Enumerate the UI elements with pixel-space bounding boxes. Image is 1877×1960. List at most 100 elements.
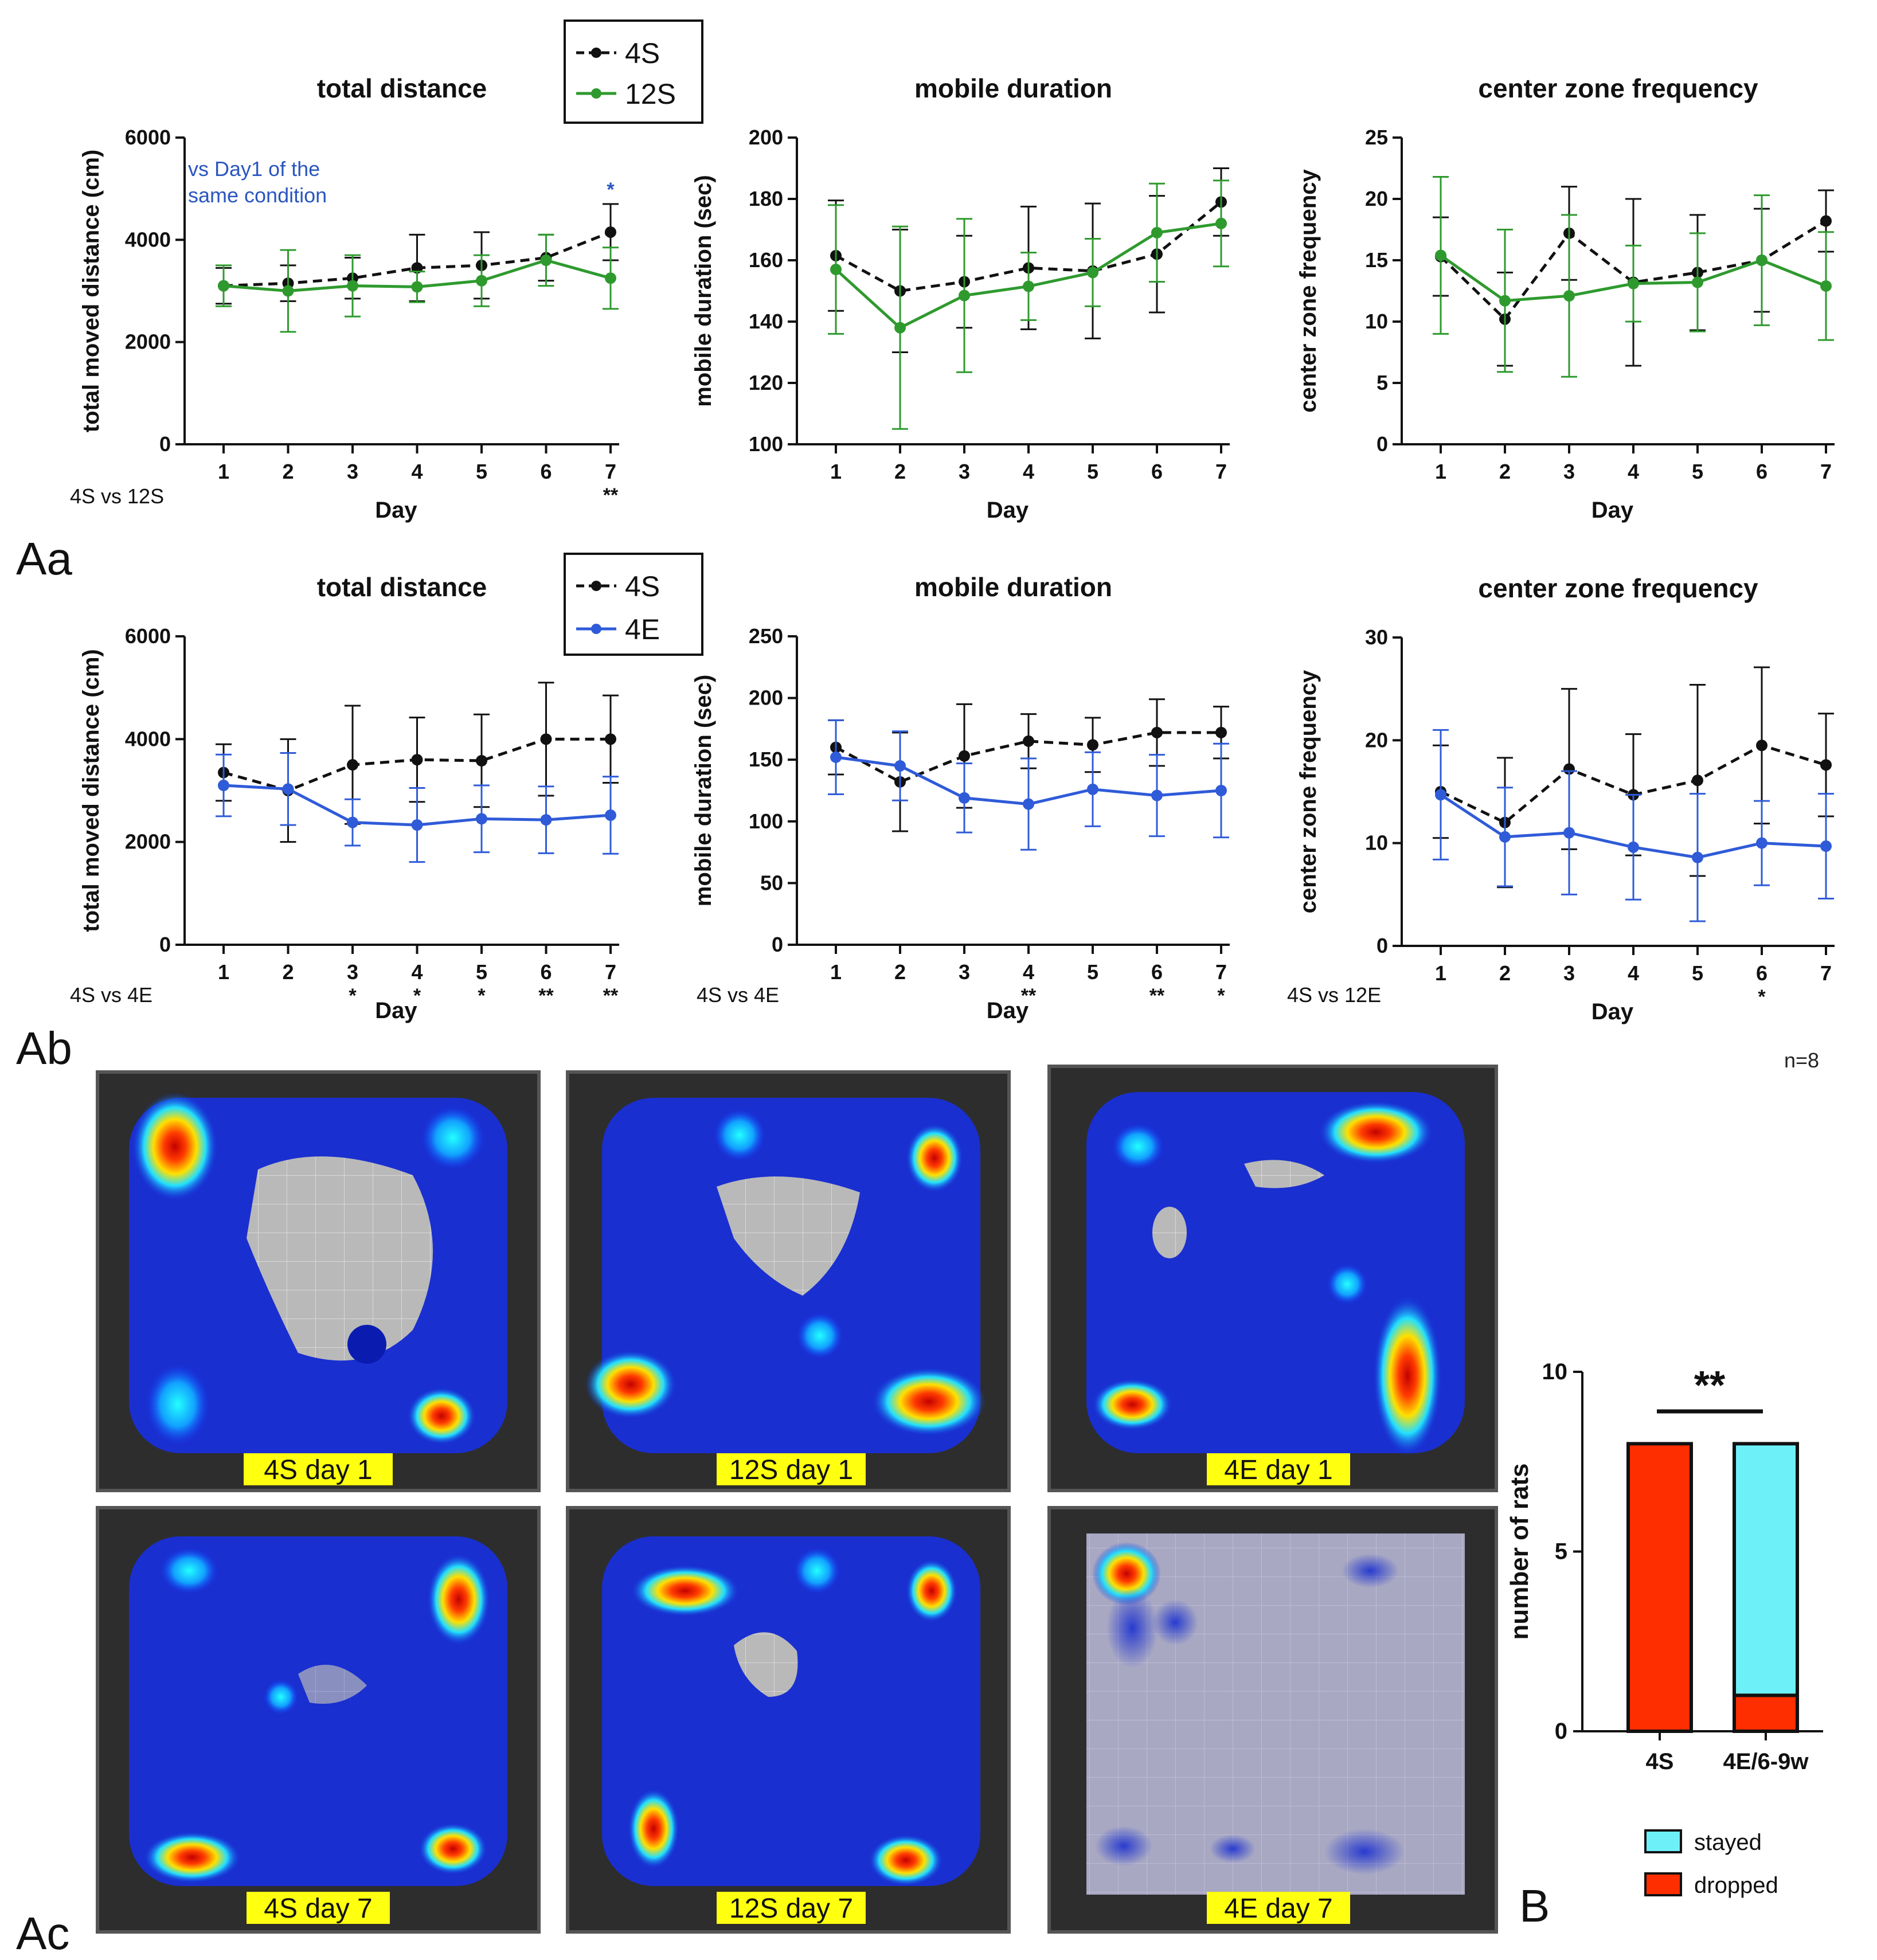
- heatmap-4s-day1: 4S day 1: [96, 1070, 541, 1492]
- ab-2-4s-point-3: [1023, 735, 1034, 747]
- aa-1-12s-point-3: [411, 281, 423, 293]
- aa-1-xtick-label-0: 1: [218, 460, 229, 483]
- ab-1-xtick-label-4: 5: [476, 960, 487, 984]
- b-category-label-0: 4S: [1646, 1749, 1674, 1774]
- legend-ab-label-1: 4E: [625, 613, 660, 645]
- ab-2-ylabel: mobile duration (sec): [691, 675, 716, 907]
- chart-ab-center-zone-frequency: center zone frequency 0 10 20 30 1 2 3 4 5 6 7 Day ce…: [1296, 573, 1835, 1024]
- legend-b-label-stayed: stayed: [1694, 1830, 1762, 1855]
- legend-b-label-dropped: dropped: [1694, 1873, 1778, 1898]
- legend-aa-item-1: 12S: [576, 78, 676, 110]
- chart-aa-center-zone-frequency: center zone frequency 0 5 10 15 20 25 1 2 3 4 5 6 7 Da…: [1296, 73, 1835, 523]
- ab-2-4s-point-2: [959, 750, 970, 762]
- b-ytick-label-2: 10: [1542, 1359, 1568, 1384]
- b-category-label-1: 4E/6-9w: [1723, 1749, 1809, 1774]
- ab-3-significance-5: *: [1758, 986, 1766, 1008]
- aa-2-ylabel: mobile duration (sec): [691, 175, 716, 407]
- legend-aa-label-1: 12S: [625, 78, 676, 110]
- aa-3-xtick-label-1: 2: [1499, 460, 1511, 483]
- ab-3-4s-point-4: [1692, 774, 1703, 787]
- ab-1-4s-point-6: [605, 733, 616, 745]
- aa-2-ytick-label-5: 200: [749, 126, 783, 149]
- ab-1-significance-4: *: [478, 985, 486, 1007]
- ab-2-4e-point-3: [1023, 798, 1034, 810]
- ab-1-xtick-label-5: 6: [540, 960, 552, 984]
- ab-3-ytick-label-3: 30: [1365, 625, 1388, 649]
- aa-1-xtick-label-6: 7: [605, 460, 616, 483]
- annotation-line-1: vs Day1 of the: [188, 157, 320, 181]
- ab-3-4e-point-6: [1820, 840, 1832, 852]
- heatmap-caption-3: 4S day 7: [264, 1894, 372, 1924]
- aa-3-xtick-label-4: 5: [1692, 460, 1703, 483]
- aa-2-ytick-label-1: 120: [749, 371, 783, 394]
- ab-2-ytick-label-1: 50: [760, 871, 783, 894]
- aa-1-xtick-label-4: 5: [476, 460, 487, 483]
- ab-1-significance-5: **: [538, 985, 554, 1007]
- ab-1-4e-point-5: [540, 814, 552, 826]
- aa-2-ytick-label-2: 140: [749, 310, 783, 333]
- aa-1-12s-point-4: [476, 275, 487, 287]
- heatmap-caption-1: 12S day 1: [729, 1455, 853, 1485]
- panel-label-aa: Aa: [16, 533, 72, 584]
- compare-label-ab-3: 4S vs 12E: [1287, 983, 1381, 1007]
- aa-3-ytick-label-2: 10: [1365, 310, 1388, 333]
- aa-2-title: mobile duration: [914, 73, 1112, 103]
- b-ytick-label-1: 5: [1555, 1539, 1567, 1564]
- legend-b-item-stayed: stayed: [1644, 1829, 1762, 1855]
- aa-2-12s-point-1: [894, 322, 906, 334]
- aa-3-ytick-label-4: 20: [1365, 187, 1388, 210]
- heatmap-caption-4: 12S day 7: [729, 1894, 853, 1924]
- ab-2-4e-point-6: [1215, 785, 1227, 796]
- aa-1-ytick-label-2: 4000: [125, 228, 171, 251]
- ab-1-ytick-label-3: 6000: [125, 624, 171, 648]
- aa-3-12s-point-6: [1820, 280, 1832, 292]
- ab-2-significance-3: **: [1021, 985, 1037, 1007]
- heatmap-4s-day7: 4S day 7: [96, 1506, 541, 1934]
- aa-1-xlabel: Day: [375, 498, 417, 523]
- ab-3-ytick-label-2: 20: [1365, 728, 1388, 752]
- aa-3-ytick-label-1: 5: [1377, 371, 1388, 394]
- aa-3-xtick-label-5: 6: [1756, 460, 1767, 483]
- aa-2-12s-point-5: [1151, 226, 1163, 238]
- ab-2-4s-point-5: [1151, 726, 1163, 738]
- legend-ab-item-0: 4S: [576, 570, 660, 603]
- legend-ab-label-0: 4S: [625, 570, 660, 603]
- ab-3-4e-point-3: [1628, 841, 1639, 853]
- ab-3-4e-point-0: [1435, 789, 1446, 801]
- chart-b-number-of-rats: 0 5 10 number of rats 4S 4E/6-9w **: [1505, 1359, 1823, 1774]
- ab-1-xlabel: Day: [375, 998, 417, 1023]
- b-bar-dropped-1: [1733, 1693, 1799, 1734]
- aa-1-12s-point-2: [347, 280, 358, 292]
- ab-2-xtick-label-2: 3: [959, 960, 970, 984]
- aa-1-ytick-label-1: 2000: [125, 330, 171, 354]
- ab-3-4s-point-6: [1820, 759, 1832, 771]
- ab-1-significance-2: *: [349, 985, 357, 1007]
- aa-3-ylabel: center zone frequency: [1296, 169, 1321, 412]
- ab-2-ytick-label-5: 250: [749, 624, 783, 648]
- ab-1-title: total distance: [317, 572, 487, 602]
- ab-2-xtick-label-3: 4: [1023, 960, 1034, 984]
- aa-2-xtick-label-4: 5: [1087, 460, 1098, 483]
- heatmap-caption-2: 4E day 1: [1224, 1455, 1332, 1485]
- aa-1-12s-point-1: [282, 285, 294, 297]
- aa-2-ytick-label-0: 100: [749, 432, 783, 456]
- aa-1-xtick-label-3: 4: [411, 460, 423, 483]
- ab-1-4e-point-6: [605, 809, 616, 821]
- aa-3-ytick-label-5: 25: [1365, 126, 1388, 149]
- ab-2-4e-point-4: [1087, 783, 1098, 795]
- ab-1-4s-point-5: [540, 733, 552, 745]
- b-significance-label: **: [1694, 1363, 1726, 1407]
- ab-3-xtick-label-1: 2: [1499, 961, 1511, 985]
- aa-2-xtick-label-3: 4: [1023, 460, 1034, 483]
- legend-aa-item-0: 4S: [576, 37, 660, 69]
- ab-3-xlabel: Day: [1591, 999, 1634, 1024]
- ab-2-xtick-label-5: 6: [1151, 960, 1163, 984]
- compare-label-ab-1: 4S vs 4E: [70, 983, 152, 1007]
- legend-ab: 4S 4E: [564, 553, 703, 656]
- ab-3-ytick-label-1: 10: [1365, 831, 1388, 855]
- aa-2-xtick-label-6: 7: [1215, 460, 1227, 483]
- heatmap-4e-day7: 4E day 7: [1047, 1506, 1498, 1934]
- ab-3-xtick-label-2: 3: [1563, 961, 1575, 985]
- aa-3-ytick-label-0: 0: [1377, 432, 1388, 456]
